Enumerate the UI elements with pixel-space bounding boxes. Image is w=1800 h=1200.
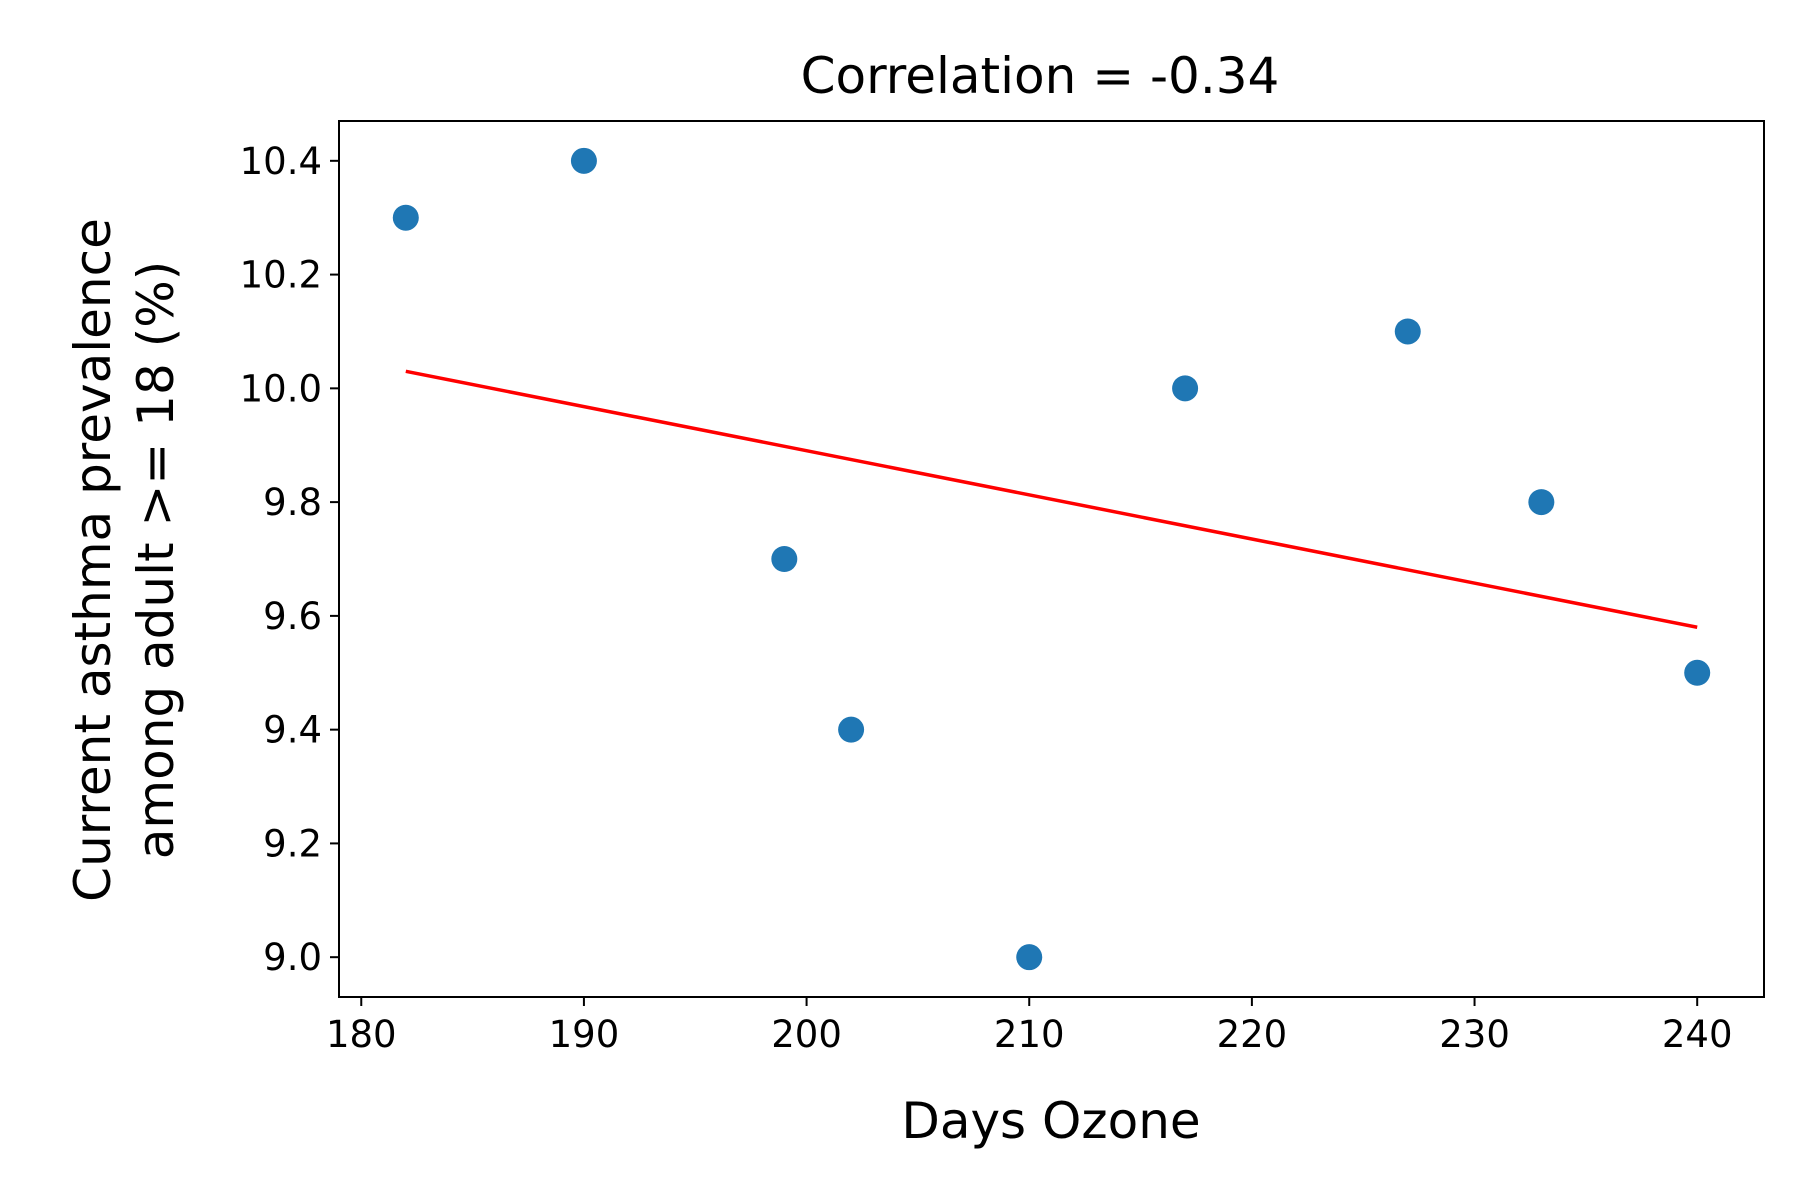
data-point: [570, 147, 597, 174]
x-tick-label: 190: [549, 1013, 620, 1056]
y-axis-label-line-1: Current asthma prevalence: [64, 218, 122, 902]
plot-frame: [338, 120, 1765, 998]
data-point: [838, 716, 865, 743]
x-tick-label: 220: [1217, 1013, 1288, 1056]
x-axis-label: Days Ozone: [901, 1092, 1200, 1150]
chart-title: Correlation = -0.34: [801, 47, 1280, 105]
y-axis-label-line-2: among adult >= 18 (%): [127, 261, 185, 859]
y-tick-label: 9.6: [263, 595, 322, 638]
x-tick-label: 180: [326, 1013, 397, 1056]
y-tick-label: 10.2: [240, 254, 322, 297]
y-tick-label: 10.4: [240, 140, 322, 183]
y-axis: 9.0 9.2 9.4 9.6 9.8 10.0 10.2 10.4: [240, 140, 339, 979]
trend-line: [405, 369, 1698, 629]
y-tick-label: 9.0: [263, 936, 322, 979]
data-point: [1528, 489, 1555, 516]
data-point: [1172, 375, 1199, 402]
y-tick-label: 9.4: [263, 709, 322, 752]
x-tick-label: 210: [994, 1013, 1065, 1056]
y-tick-label: 10.0: [240, 367, 322, 410]
x-tick-label: 230: [1439, 1013, 1510, 1056]
y-tick-label: 9.8: [263, 481, 322, 524]
x-axis: 180 190 200 210 220 230 240: [326, 997, 1733, 1056]
data-point: [771, 546, 798, 572]
data-point: [392, 204, 419, 231]
data-point: [1016, 944, 1043, 971]
data-point: [1394, 318, 1421, 345]
y-tick-label: 9.2: [263, 822, 322, 865]
y-axis-label: Current asthma prevalence among adult >=…: [64, 218, 185, 902]
data-points: [392, 147, 1711, 971]
x-tick-label: 240: [1662, 1013, 1733, 1056]
x-tick-label: 200: [771, 1013, 842, 1056]
data-point: [1684, 659, 1711, 686]
